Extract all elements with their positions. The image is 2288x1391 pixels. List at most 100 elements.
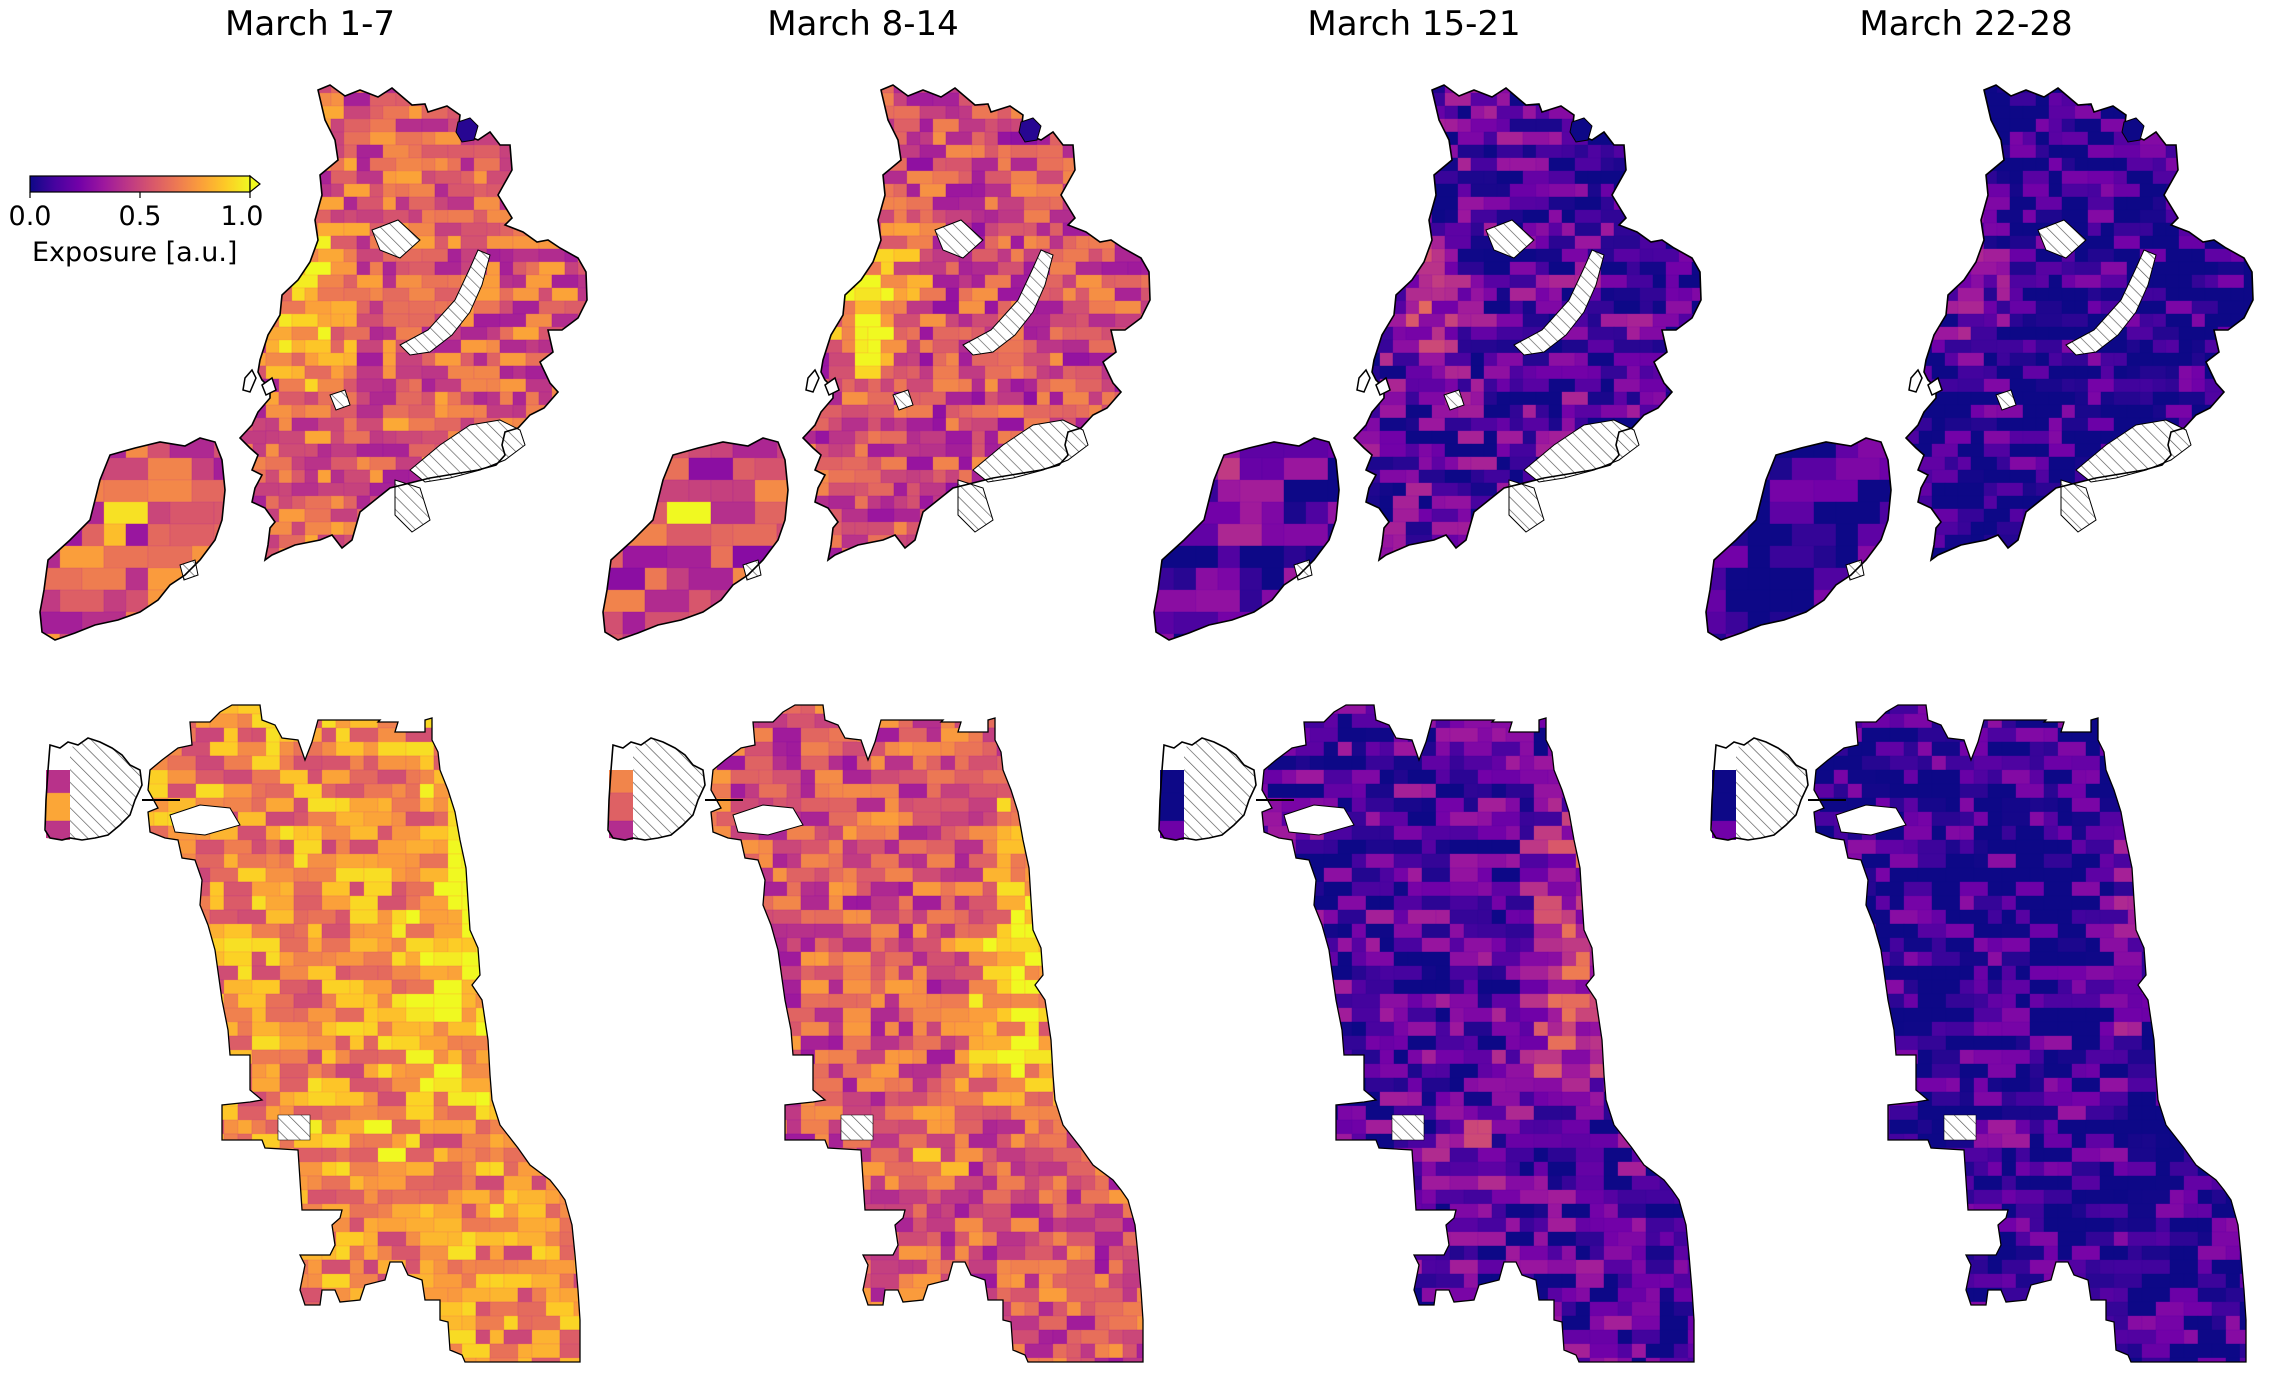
exposure-cell [1687, 1063, 1694, 1093]
exposure-cell [1036, 391, 1051, 406]
exposure-cell [716, 909, 732, 939]
exposure-cell [893, 105, 921, 120]
exposure-cell [252, 443, 267, 458]
exposure-cell [252, 92, 267, 107]
exposure-cell [932, 469, 947, 484]
exposure-cell [1645, 1007, 1675, 1023]
exposure-cell [1603, 895, 1633, 925]
exposure-cell [1088, 183, 1116, 198]
exposure-cell [1673, 811, 1694, 841]
exposure-cell [433, 705, 463, 715]
exposure-cell [919, 482, 947, 497]
exposure-cell [421, 482, 436, 497]
exposure-cell [335, 783, 365, 799]
exposure-cell [842, 979, 872, 995]
exposure-cell [237, 1273, 253, 1303]
exposure-cell [1673, 909, 1689, 939]
exposure-cell [945, 85, 960, 94]
exposure-cell [1365, 755, 1395, 771]
exposure-cell [1561, 248, 1589, 263]
exposure-cell [1431, 508, 1459, 523]
exposure-cell [841, 313, 856, 328]
exposure-cell [996, 1063, 1012, 1079]
exposure-cell [1049, 85, 1064, 107]
exposure-cell [1673, 965, 1689, 981]
exposure-cell [926, 1301, 942, 1317]
missing-area [329, 389, 351, 411]
exposure-cell [195, 1217, 225, 1233]
exposure-cell [251, 923, 281, 939]
exposure-cell [1127, 534, 1142, 560]
exposure-cell [167, 1357, 197, 1362]
exposure-cell [898, 923, 914, 939]
exposure-cell [489, 895, 519, 925]
exposure-cell [1309, 951, 1339, 967]
exposure-cell [405, 1259, 421, 1275]
exposure-cell [447, 1231, 463, 1247]
exposure-cell [405, 1007, 435, 1023]
exposure-cell [577, 248, 587, 263]
exposure-cell [854, 170, 869, 185]
exposure-cell [525, 261, 540, 276]
exposure-cell [499, 495, 514, 523]
exposure-cell [1080, 1189, 1110, 1205]
exposure-cell [815, 274, 843, 289]
exposure-cell [363, 1133, 393, 1149]
exposure-cell [1613, 92, 1641, 107]
exposure-cell [1519, 741, 1535, 757]
exposure-cell [1075, 235, 1090, 250]
exposure-cell [982, 741, 998, 757]
exposure-cell [1140, 547, 1150, 560]
exposure-cell [148, 1119, 169, 1135]
exposure-cell [945, 404, 960, 419]
exposure-cell [926, 825, 942, 841]
small-island [1375, 376, 1391, 397]
exposure-cell [1645, 797, 1661, 827]
exposure-cell [499, 365, 514, 380]
exposure-cell [1496, 118, 1511, 133]
exposure-cell [1435, 769, 1451, 785]
exposure-cell [758, 1063, 788, 1079]
exposure-cell [1108, 923, 1138, 953]
exposure-cell [460, 521, 488, 536]
exposure-cell [486, 118, 501, 133]
exposure-cell [419, 713, 449, 729]
exposure-cell [1496, 430, 1524, 445]
exposure-cell [1575, 705, 1591, 729]
exposure-cell [1496, 378, 1511, 393]
exposure-cell [1631, 853, 1647, 883]
exposure-cell [473, 365, 501, 380]
exposure-cell [1122, 965, 1138, 981]
exposure-cell [1613, 534, 1641, 560]
exposure-cell [1421, 867, 1451, 883]
exposure-cell [1603, 783, 1633, 799]
exposure-cell [1337, 923, 1353, 939]
exposure-cell [1354, 547, 1381, 560]
exposure-cell [1483, 430, 1498, 445]
exposure-cell [148, 951, 169, 981]
exposure-cell [419, 1021, 435, 1037]
exposure-cell [1561, 727, 1577, 743]
exposure-cell [433, 1259, 449, 1275]
exposure-cell [1066, 965, 1082, 981]
exposure-cell [1652, 482, 1680, 497]
exposure-cell [1678, 521, 1693, 549]
exposure-cell [499, 469, 527, 497]
exposure-cell [1088, 508, 1103, 523]
exposure-cell [195, 1189, 211, 1205]
exposure-cell [1603, 705, 1619, 715]
exposure-cell [419, 1203, 435, 1219]
exposure-cell [1626, 508, 1641, 523]
exposure-cell [1052, 1035, 1082, 1065]
exposure-cell [906, 547, 934, 560]
exposure-cell [551, 456, 566, 471]
exposure-cell [1691, 222, 1701, 250]
exposure-cell [800, 1301, 816, 1331]
exposure-cell [531, 923, 561, 939]
exposure-cell [1665, 105, 1680, 120]
exposure-cell [1444, 365, 1459, 380]
exposure-cell [1122, 1161, 1138, 1177]
exposure-cell [716, 1329, 746, 1359]
exposure-cell [525, 105, 553, 120]
exposure-cell [240, 404, 254, 419]
